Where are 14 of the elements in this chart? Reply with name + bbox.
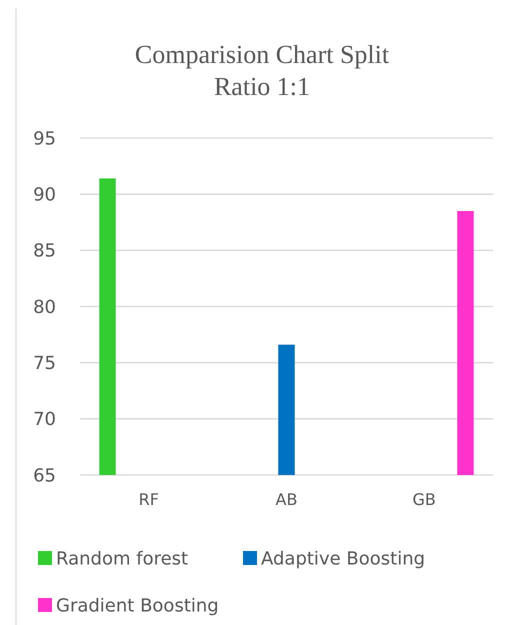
y-tick-label: 95 <box>33 128 56 150</box>
chart-title: Comparision Chart Split Ratio 1:1 <box>134 40 390 101</box>
x-tick-label: RF <box>138 490 159 509</box>
y-tick-label: 90 <box>33 184 56 206</box>
y-tick-label: 80 <box>33 296 56 318</box>
y-tick-label: 85 <box>33 240 56 262</box>
x-tick-label: AB <box>276 490 298 509</box>
x-tick-label: GB <box>412 490 436 509</box>
legend-label: Gradient Boosting <box>56 595 219 616</box>
y-tick-label: 70 <box>33 409 56 430</box>
legend-label: Adaptive Boosting <box>261 548 426 570</box>
y-tick-label: 75 <box>33 352 56 374</box>
legend-label: Random forest <box>56 548 188 570</box>
y-tick-label: 65 <box>33 465 56 486</box>
